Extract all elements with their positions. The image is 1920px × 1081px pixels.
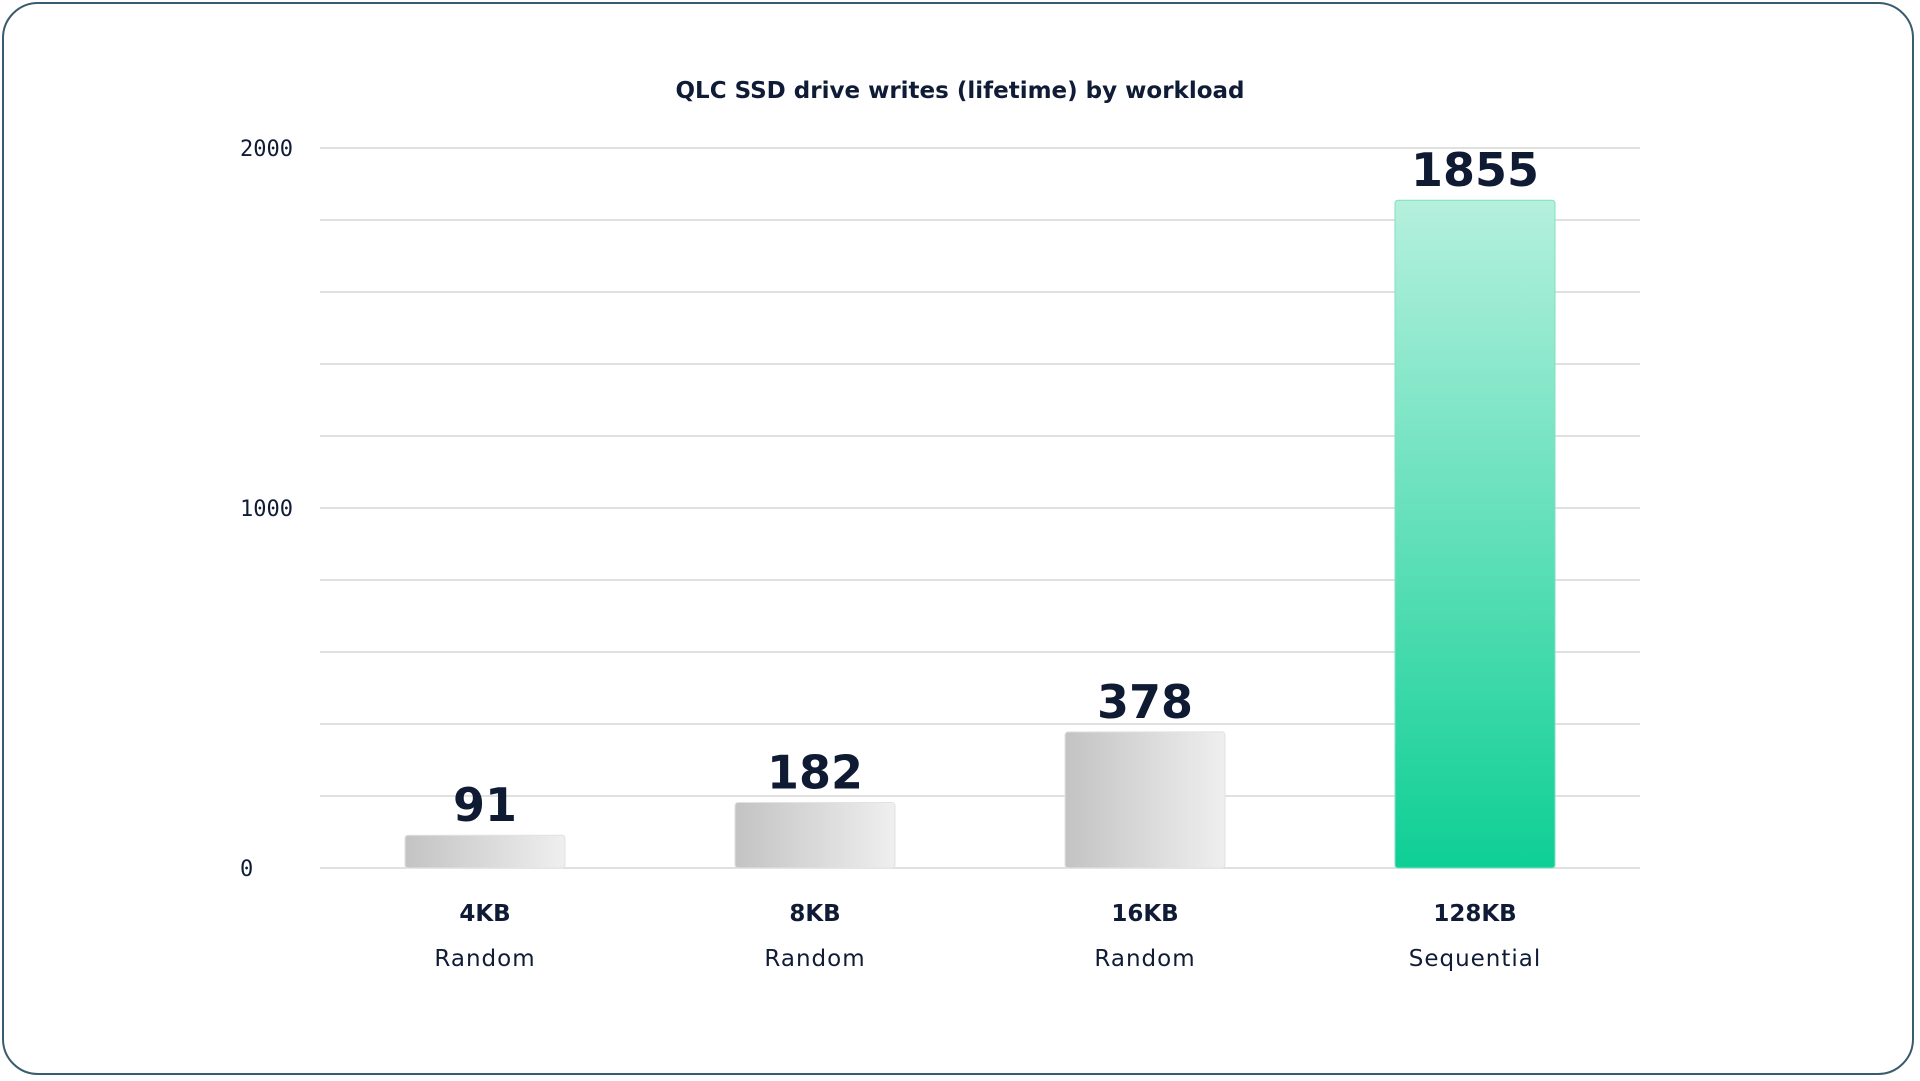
x-tick-sublabel: Random — [764, 946, 865, 972]
bar — [734, 801, 896, 869]
x-tick-label: 16KB — [1111, 901, 1178, 927]
chart-title: QLC SSD drive writes (lifetime) by workl… — [675, 78, 1245, 104]
data-label: 91 — [453, 778, 517, 832]
x-tick-sublabel: Sequential — [1409, 946, 1542, 972]
data-label: 378 — [1097, 675, 1193, 729]
bar — [1394, 199, 1556, 869]
x-tick-label: 4KB — [459, 901, 510, 927]
y-tick-label: 2000 — [240, 137, 293, 162]
x-tick-sublabel: Random — [434, 946, 535, 972]
x-tick-label: 8KB — [789, 901, 840, 927]
bar — [1064, 731, 1226, 869]
y-tick-label: 0 — [240, 857, 253, 882]
y-tick-label: 1000 — [240, 497, 293, 522]
data-label: 1855 — [1411, 143, 1539, 197]
bar — [404, 834, 566, 869]
x-tick-sublabel: Random — [1094, 946, 1195, 972]
data-label: 182 — [767, 745, 863, 799]
x-tick-label: 128KB — [1433, 901, 1516, 927]
